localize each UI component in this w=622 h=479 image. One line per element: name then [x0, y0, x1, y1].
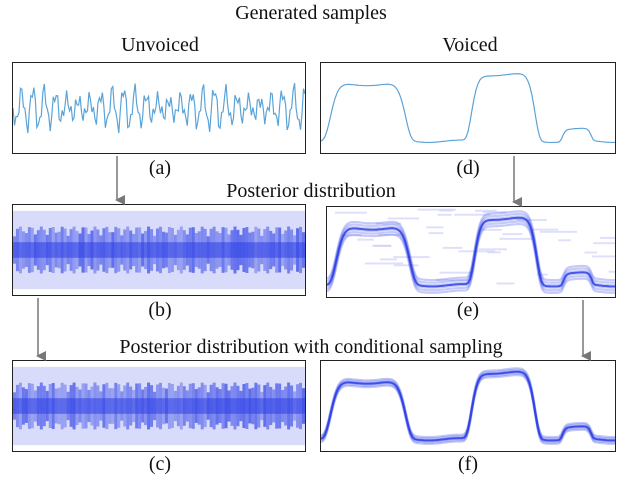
panel-a-unvoiced-waveform — [12, 62, 306, 154]
posterior-noise — [516, 219, 547, 221]
posterior-noise — [454, 213, 491, 216]
posterior-noise — [558, 239, 571, 242]
posterior-noise — [499, 237, 535, 240]
posterior-trace — [327, 210, 615, 282]
posterior-noise — [458, 250, 496, 253]
posterior-noise — [334, 211, 367, 214]
posterior-noise — [481, 228, 502, 231]
posterior-noise — [475, 209, 497, 212]
posterior-noise — [487, 251, 501, 254]
waveform-line — [321, 73, 615, 144]
label-b: (b) — [148, 299, 172, 321]
waveform-line — [13, 83, 305, 134]
panel-e-voiced-posterior — [326, 206, 616, 298]
posterior-noise — [378, 233, 401, 236]
conditional-voiced — [321, 367, 615, 445]
title-generated-samples: Generated samples — [235, 2, 387, 24]
posterior-noise — [482, 211, 507, 214]
panel-d-voiced-waveform — [320, 62, 616, 154]
label-a: (a) — [148, 157, 172, 179]
posterior-noise — [435, 279, 469, 282]
posterior-noise — [584, 251, 598, 254]
posterior-noise — [593, 242, 615, 245]
posterior-noise — [437, 213, 452, 216]
panel-c-unvoiced-conditional — [12, 360, 306, 452]
posterior-trace — [327, 223, 615, 294]
waveform-voiced — [321, 73, 615, 144]
posterior-noise — [379, 258, 397, 261]
posterior-noise — [426, 226, 444, 229]
posterior-noise — [478, 248, 507, 251]
label-e: (e) — [456, 299, 480, 321]
panel-f-voiced-conditional — [320, 360, 616, 452]
panel-b-unvoiced-posterior — [12, 204, 306, 296]
waveform-unvoiced — [13, 83, 305, 134]
posterior-noise — [375, 222, 402, 225]
posterior-mean — [321, 370, 615, 442]
posterior-mean — [327, 216, 615, 288]
column-label-unvoiced: Unvoiced — [121, 34, 199, 56]
posterior-noise — [393, 264, 419, 267]
posterior-noise — [341, 234, 362, 237]
posterior-noise — [600, 236, 615, 239]
posterior-noise — [393, 256, 430, 259]
posterior-unvoiced — [13, 210, 305, 290]
posterior-noise — [439, 209, 454, 212]
posterior-noise — [357, 238, 374, 241]
posterior-core — [13, 242, 305, 258]
posterior-noise — [502, 233, 523, 236]
posterior-noise — [364, 262, 404, 265]
title-posterior-distribution: Posterior distribution — [226, 180, 396, 202]
posterior-noise — [428, 232, 444, 235]
posterior-noise — [442, 246, 463, 249]
posterior-voiced — [327, 208, 615, 294]
posterior-noise — [530, 228, 559, 231]
posterior-noise — [439, 271, 472, 274]
posterior-noise — [592, 255, 615, 258]
posterior-noise — [496, 282, 515, 285]
column-label-voiced: Voiced — [442, 34, 498, 56]
posterior-trace — [321, 374, 615, 445]
label-f: (f) — [458, 453, 478, 475]
posterior-noise — [540, 230, 578, 233]
title-posterior-conditional: Posterior distribution with conditional … — [119, 336, 503, 358]
posterior-noise — [417, 208, 457, 211]
label-c: (c) — [148, 453, 172, 475]
posterior-noise — [372, 244, 392, 247]
posterior-core — [13, 398, 305, 414]
posterior-noise — [536, 273, 548, 276]
conditional-unvoiced — [13, 366, 305, 446]
label-d: (d) — [456, 157, 480, 179]
posterior-noise — [608, 270, 615, 273]
posterior-noise — [387, 217, 420, 220]
